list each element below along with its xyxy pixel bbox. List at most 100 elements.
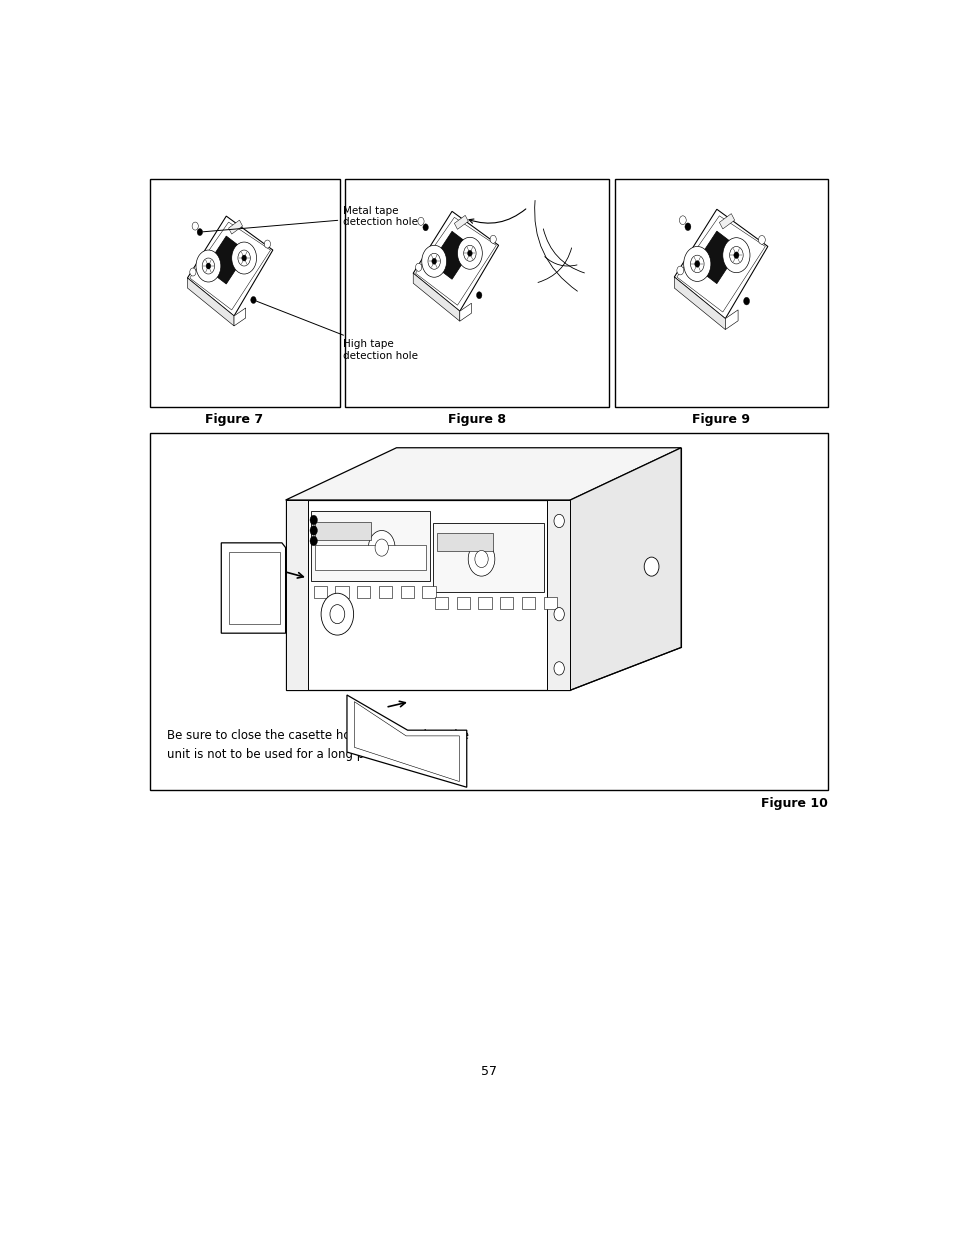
Circle shape: [679, 216, 685, 225]
Polygon shape: [433, 522, 544, 593]
Circle shape: [206, 263, 211, 269]
Circle shape: [428, 253, 440, 269]
Circle shape: [330, 605, 344, 624]
Polygon shape: [543, 597, 557, 609]
Polygon shape: [229, 220, 242, 235]
Circle shape: [742, 298, 749, 305]
Polygon shape: [674, 277, 724, 330]
Circle shape: [192, 222, 198, 230]
Polygon shape: [205, 236, 247, 284]
Circle shape: [683, 247, 710, 282]
Polygon shape: [233, 308, 246, 326]
Polygon shape: [229, 552, 280, 624]
Circle shape: [733, 252, 739, 258]
Polygon shape: [499, 597, 513, 609]
Polygon shape: [356, 585, 370, 598]
Polygon shape: [431, 231, 473, 279]
Circle shape: [432, 258, 436, 264]
Text: Be sure to close the casette holder cover when the: Be sure to close the casette holder cove…: [167, 729, 469, 741]
Circle shape: [457, 237, 482, 269]
Circle shape: [490, 236, 496, 243]
Circle shape: [251, 296, 256, 304]
Circle shape: [321, 593, 354, 635]
Polygon shape: [378, 585, 392, 598]
Circle shape: [197, 228, 202, 236]
Circle shape: [416, 263, 421, 272]
Polygon shape: [285, 448, 680, 500]
Circle shape: [694, 261, 700, 267]
Polygon shape: [413, 273, 459, 321]
Bar: [151, 179, 339, 406]
Circle shape: [690, 256, 703, 273]
Circle shape: [722, 237, 749, 273]
Circle shape: [195, 249, 220, 282]
Circle shape: [677, 266, 683, 275]
Circle shape: [554, 608, 564, 621]
Text: Metal tape
detection hole: Metal tape detection hole: [202, 206, 417, 232]
Circle shape: [190, 268, 195, 275]
Circle shape: [421, 246, 446, 277]
Polygon shape: [311, 511, 429, 580]
Polygon shape: [285, 500, 308, 690]
Circle shape: [264, 240, 271, 248]
Polygon shape: [435, 597, 448, 609]
Circle shape: [310, 526, 317, 535]
Circle shape: [310, 515, 317, 525]
Polygon shape: [674, 209, 767, 319]
Polygon shape: [314, 522, 370, 540]
Polygon shape: [521, 597, 535, 609]
Circle shape: [463, 246, 476, 262]
Polygon shape: [413, 211, 498, 311]
Text: unit is not to be used for a long period of time.: unit is not to be used for a long period…: [167, 747, 444, 761]
Circle shape: [476, 291, 481, 299]
Text: Figure 8: Figure 8: [448, 412, 505, 426]
Polygon shape: [459, 304, 471, 321]
Polygon shape: [335, 585, 349, 598]
Circle shape: [237, 249, 250, 266]
Circle shape: [467, 251, 472, 257]
Bar: [151, 433, 826, 790]
Circle shape: [643, 557, 659, 576]
Polygon shape: [693, 231, 739, 284]
Bar: [614, 179, 826, 406]
Circle shape: [554, 514, 564, 527]
Polygon shape: [570, 448, 680, 690]
Text: Figure 10: Figure 10: [760, 797, 826, 810]
Circle shape: [758, 236, 764, 245]
Polygon shape: [314, 585, 327, 598]
Circle shape: [241, 256, 246, 261]
Circle shape: [684, 224, 690, 231]
Circle shape: [232, 242, 256, 274]
Polygon shape: [221, 543, 285, 634]
Circle shape: [475, 551, 488, 568]
Polygon shape: [354, 701, 459, 782]
Polygon shape: [477, 597, 491, 609]
Circle shape: [554, 662, 564, 676]
Text: High tape
detection hole: High tape detection hole: [255, 301, 417, 361]
Text: Figure 9: Figure 9: [691, 412, 749, 426]
Circle shape: [417, 217, 424, 225]
Polygon shape: [285, 500, 570, 690]
Polygon shape: [546, 500, 570, 690]
Circle shape: [375, 538, 388, 556]
Polygon shape: [436, 534, 492, 551]
Polygon shape: [187, 216, 273, 316]
Polygon shape: [456, 597, 470, 609]
Circle shape: [468, 542, 495, 577]
Polygon shape: [400, 585, 414, 598]
Circle shape: [368, 531, 395, 564]
Polygon shape: [347, 695, 466, 787]
Bar: [344, 179, 609, 406]
Circle shape: [310, 536, 317, 546]
Polygon shape: [422, 585, 436, 598]
Circle shape: [729, 247, 742, 264]
Text: 57: 57: [480, 1066, 497, 1078]
Polygon shape: [719, 214, 734, 228]
Text: Figure 7: Figure 7: [205, 412, 263, 426]
Polygon shape: [314, 545, 426, 571]
Circle shape: [202, 258, 214, 274]
Circle shape: [422, 224, 428, 231]
Polygon shape: [724, 310, 738, 330]
Polygon shape: [187, 278, 233, 326]
Polygon shape: [454, 215, 468, 230]
